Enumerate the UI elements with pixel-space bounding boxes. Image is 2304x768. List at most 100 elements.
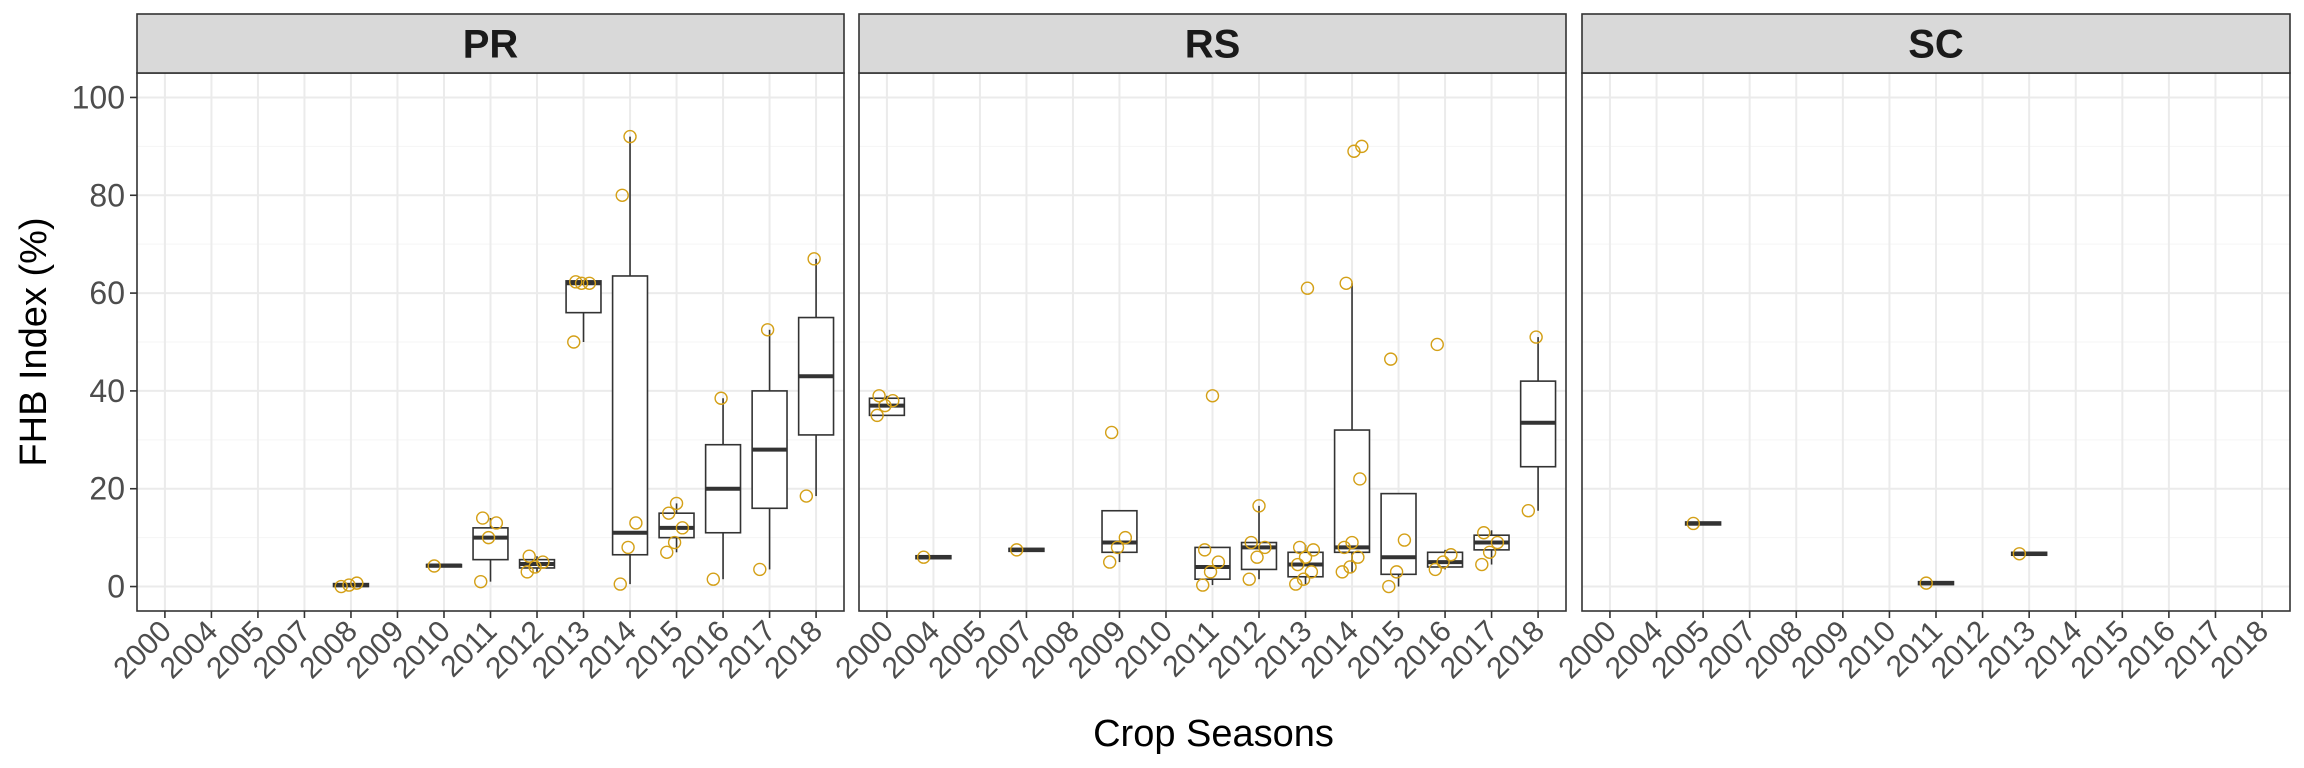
data-point (1110, 540, 1125, 555)
box-rs-2011 (1194, 389, 1231, 592)
data-point (886, 393, 900, 408)
y-tick-label: 80 (89, 177, 125, 213)
data-point (1250, 550, 1264, 564)
data-point (1291, 557, 1305, 572)
facet-panels: PR20002004200520072008200920102011201220… (107, 13, 2291, 685)
box-sc-2005 (1684, 516, 1722, 531)
data-point (1203, 565, 1218, 579)
box-rs-2013 (1287, 281, 1324, 591)
data-point (799, 489, 814, 503)
box-rs-2016 (1426, 337, 1464, 577)
data-point (2012, 547, 2027, 561)
data-point (675, 521, 690, 535)
data-point (1337, 540, 1351, 555)
y-tick-labels: 0 20 40 60 80 100 (72, 79, 137, 605)
data-point (706, 572, 720, 586)
data-point (878, 398, 892, 413)
data-point (1430, 337, 1444, 352)
box-rs-2018 (1519, 330, 1557, 518)
data-point (1477, 526, 1491, 540)
data-point (1298, 550, 1313, 564)
data-point (1384, 352, 1398, 366)
data-point (1353, 472, 1367, 486)
box-rs-2015 (1380, 352, 1417, 594)
facet-strip-label: SC (1908, 23, 1964, 67)
data-point (1335, 565, 1349, 579)
data-point (1258, 540, 1272, 555)
box-rs-2012 (1240, 499, 1278, 586)
data-point (569, 275, 583, 289)
data-point (662, 506, 676, 520)
data-point (660, 545, 674, 560)
box-pr-2014 (611, 129, 649, 591)
data-point (1355, 139, 1369, 154)
facet-strip (858, 13, 1567, 74)
data-point (669, 496, 684, 511)
box-pr-2017 (751, 323, 788, 577)
data-point (916, 550, 931, 564)
y-tick-label: 100 (72, 79, 125, 115)
data-point (1304, 565, 1319, 579)
box-body (1101, 509, 1138, 554)
data-point (342, 578, 356, 592)
box-rs-2009 (1101, 425, 1138, 569)
box-body (1380, 492, 1417, 576)
data-point (872, 389, 886, 403)
data-point (1306, 543, 1321, 557)
data-point (1104, 425, 1119, 440)
data-point (1211, 555, 1226, 569)
data-point (629, 516, 643, 530)
data-point (427, 559, 441, 573)
y-tick-label: 60 (89, 275, 125, 311)
y-tick-label: 20 (89, 471, 125, 507)
data-point (870, 408, 884, 423)
x-axis-title: Crop Seasons (1093, 713, 1334, 755)
facet-panel-rs: RS20002004200520072008200920102011201220… (829, 13, 1567, 685)
data-point (753, 562, 767, 577)
data-point (567, 335, 581, 349)
data-point (1197, 543, 1212, 557)
box-sc-2011 (1917, 576, 1955, 590)
data-point (522, 549, 536, 563)
data-point (489, 516, 504, 530)
data-point (520, 565, 534, 579)
box-pr-2012 (518, 549, 556, 579)
data-point (481, 530, 496, 545)
box-pr-2008 (332, 576, 370, 594)
data-point (1292, 540, 1307, 555)
data-point (760, 323, 775, 337)
box-pr-2015 (658, 496, 695, 560)
data-point (474, 574, 488, 589)
data-point (613, 577, 627, 591)
data-point (536, 555, 550, 569)
facet-panel-pr: PR20002004200520072008200920102011201220… (107, 13, 845, 685)
data-point (1300, 281, 1315, 295)
facet-strip-label: RS (1185, 23, 1241, 67)
data-point (1389, 565, 1404, 579)
data-point (1382, 579, 1396, 594)
data-point (1118, 530, 1133, 545)
data-point (1686, 516, 1701, 531)
data-point (1242, 572, 1256, 586)
box-body (611, 275, 649, 556)
data-point (1351, 550, 1365, 564)
data-point (1244, 535, 1258, 550)
y-tick-label: 0 (107, 569, 125, 605)
data-point (528, 560, 542, 574)
data-point (1428, 562, 1442, 577)
data-point (1196, 578, 1210, 592)
data-point (1482, 545, 1497, 560)
facet-strip (136, 13, 845, 74)
box-sc-2013 (2010, 547, 2048, 561)
data-point (1009, 543, 1024, 557)
data-point (1475, 557, 1489, 572)
box-pr-2013 (565, 275, 602, 349)
box-pr-2010 (425, 559, 463, 573)
data-point (334, 579, 348, 594)
data-point (1919, 576, 1933, 590)
data-point (1289, 577, 1303, 591)
data-point (623, 129, 637, 144)
data-point (350, 576, 364, 590)
box-rs-2014 (1333, 139, 1371, 579)
box-rs-2004 (915, 550, 952, 564)
